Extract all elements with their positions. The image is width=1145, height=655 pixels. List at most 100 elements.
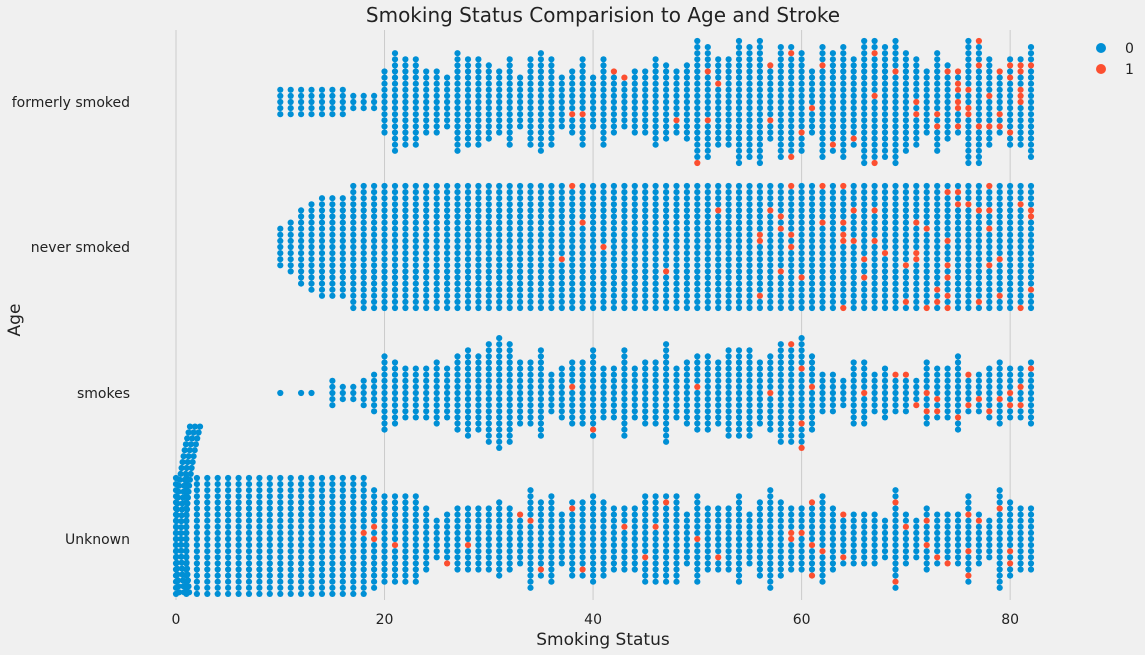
no-stroke-point xyxy=(537,554,545,561)
no-stroke-point xyxy=(735,389,743,397)
no-stroke-point xyxy=(934,402,941,409)
no-stroke-point xyxy=(663,274,670,281)
no-stroke-point xyxy=(179,577,186,584)
no-stroke-point xyxy=(235,493,242,500)
no-stroke-point xyxy=(663,231,670,238)
no-stroke-point xyxy=(902,182,910,190)
no-stroke-point xyxy=(704,396,711,403)
no-stroke-point xyxy=(735,256,743,263)
no-stroke-point xyxy=(600,256,607,263)
no-stroke-point xyxy=(506,268,513,275)
no-stroke-point xyxy=(913,389,920,397)
no-stroke-point xyxy=(506,371,513,378)
stroke-point xyxy=(986,182,993,190)
no-stroke-point xyxy=(746,243,753,251)
no-stroke-point xyxy=(186,447,193,454)
stroke-point xyxy=(808,499,816,506)
no-stroke-point xyxy=(642,117,649,124)
no-stroke-point xyxy=(1007,523,1014,530)
no-stroke-point xyxy=(923,292,930,299)
no-stroke-point xyxy=(902,286,910,293)
no-stroke-point xyxy=(1017,56,1024,63)
no-stroke-point xyxy=(381,111,388,118)
no-stroke-point xyxy=(371,408,378,415)
no-stroke-point xyxy=(381,304,388,312)
no-stroke-point xyxy=(173,547,180,554)
stroke-point xyxy=(1017,98,1024,106)
no-stroke-point xyxy=(986,68,993,75)
no-stroke-point xyxy=(902,123,910,130)
no-stroke-point xyxy=(621,560,628,567)
no-stroke-point xyxy=(892,44,899,51)
no-stroke-point xyxy=(871,129,878,136)
no-stroke-point xyxy=(610,274,618,281)
no-stroke-point xyxy=(590,117,597,124)
no-stroke-point xyxy=(558,92,565,99)
no-stroke-point xyxy=(600,383,607,390)
no-stroke-point xyxy=(444,195,451,202)
no-stroke-point xyxy=(819,371,826,378)
no-stroke-point xyxy=(694,250,701,257)
no-stroke-point xyxy=(621,426,628,433)
no-stroke-point xyxy=(777,195,784,202)
no-stroke-point xyxy=(673,493,680,500)
no-stroke-point xyxy=(485,396,492,403)
no-stroke-point xyxy=(663,365,670,372)
no-stroke-point xyxy=(1027,219,1035,226)
no-stroke-point xyxy=(610,207,618,214)
no-stroke-point xyxy=(923,402,930,409)
no-stroke-point xyxy=(350,225,357,232)
no-stroke-point xyxy=(663,408,670,415)
no-stroke-point xyxy=(819,68,826,75)
no-stroke-point xyxy=(861,408,868,415)
no-stroke-point xyxy=(350,243,357,251)
no-stroke-point xyxy=(1027,529,1035,537)
no-stroke-point xyxy=(652,408,659,415)
no-stroke-point xyxy=(517,237,524,244)
no-stroke-point xyxy=(934,129,941,136)
no-stroke-point xyxy=(829,402,837,409)
no-stroke-point xyxy=(652,414,659,421)
no-stroke-point xyxy=(798,117,805,124)
no-stroke-point xyxy=(464,117,472,124)
no-stroke-point xyxy=(610,219,618,226)
no-stroke-point xyxy=(996,195,1003,202)
no-stroke-point xyxy=(715,274,722,281)
no-stroke-point xyxy=(181,482,188,489)
no-stroke-point xyxy=(673,92,680,99)
x-tick-label: 40 xyxy=(584,612,602,628)
no-stroke-point xyxy=(902,274,910,281)
no-stroke-point xyxy=(548,243,555,251)
no-stroke-point xyxy=(1017,213,1024,220)
no-stroke-point xyxy=(631,213,638,220)
no-stroke-point xyxy=(881,262,889,269)
no-stroke-point xyxy=(402,493,409,500)
no-stroke-point xyxy=(245,590,253,598)
no-stroke-point xyxy=(308,584,315,591)
no-stroke-point xyxy=(725,535,732,543)
no-stroke-point xyxy=(621,396,628,403)
no-stroke-point xyxy=(176,476,183,483)
no-stroke-point xyxy=(1017,129,1024,136)
no-stroke-point xyxy=(777,189,784,196)
no-stroke-point xyxy=(298,590,305,598)
no-stroke-point xyxy=(954,511,962,518)
no-stroke-point xyxy=(579,98,586,106)
no-stroke-point xyxy=(277,262,284,269)
no-stroke-point xyxy=(621,213,628,220)
no-stroke-point xyxy=(308,511,315,518)
no-stroke-point xyxy=(621,92,628,99)
no-stroke-point xyxy=(558,274,565,281)
no-stroke-point xyxy=(735,201,743,208)
no-stroke-point xyxy=(788,548,795,555)
no-stroke-point xyxy=(318,554,326,561)
no-stroke-point xyxy=(965,182,972,190)
no-stroke-point xyxy=(756,201,764,208)
no-stroke-point xyxy=(308,268,315,275)
no-stroke-point xyxy=(975,274,983,281)
no-stroke-point xyxy=(496,201,503,208)
no-stroke-point xyxy=(329,268,336,275)
no-stroke-point xyxy=(621,243,628,251)
no-stroke-point xyxy=(965,408,972,415)
no-stroke-point xyxy=(360,481,367,488)
